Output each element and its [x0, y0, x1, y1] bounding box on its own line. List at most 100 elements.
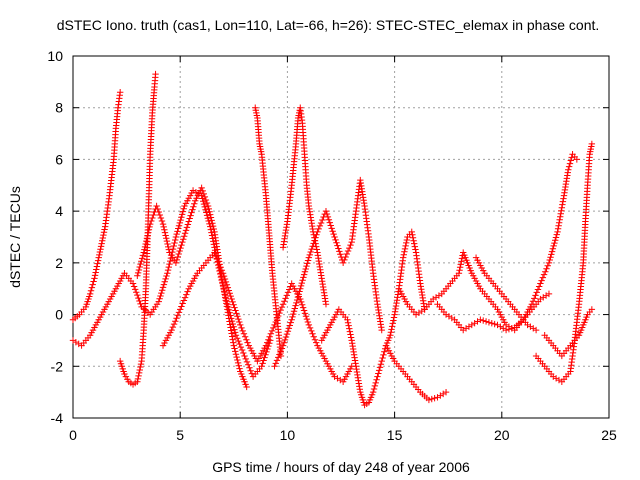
data-point: [177, 244, 184, 252]
data-point: [374, 373, 381, 380]
data-point: [262, 351, 269, 358]
data-point: [545, 259, 553, 267]
data-point: [552, 234, 560, 241]
data-point: [554, 228, 561, 236]
data-point: [458, 258, 465, 265]
x-tick-label: 25: [601, 427, 617, 443]
data-point: [89, 281, 96, 288]
data-point: [236, 318, 243, 326]
data-point: [169, 323, 177, 331]
data-point: [131, 286, 139, 293]
data-point: [306, 251, 313, 259]
data-point: [230, 323, 237, 330]
data-point: [225, 312, 232, 319]
data-point: [284, 328, 292, 335]
data-point: [134, 269, 142, 277]
data-point: [411, 243, 419, 250]
data-point: [300, 274, 307, 281]
data-point: [233, 310, 240, 317]
data-point: [234, 359, 242, 367]
data-point: [334, 242, 341, 249]
data-point: [403, 239, 410, 247]
data-point: [465, 323, 473, 330]
data-point: [307, 248, 314, 256]
data-point: [223, 281, 231, 288]
data-point: [199, 198, 207, 205]
data-point: [160, 223, 167, 231]
data-point: [86, 290, 94, 298]
data-point: [241, 352, 248, 360]
data-point: [434, 394, 441, 401]
data-point: [158, 287, 166, 294]
data-points: [69, 70, 596, 409]
data-point: [191, 200, 198, 207]
data-point: [146, 220, 154, 228]
data-point: [310, 240, 317, 247]
data-point: [566, 160, 574, 167]
data-point: [372, 379, 379, 387]
data-point: [264, 345, 271, 353]
data-point: [293, 296, 301, 304]
data-point: [458, 255, 466, 262]
data-point: [208, 229, 215, 236]
data-point: [141, 243, 149, 251]
data-point: [93, 266, 100, 273]
data-point: [549, 245, 557, 252]
data-point: [550, 242, 557, 250]
data-point: [290, 310, 297, 318]
data-point: [234, 313, 241, 320]
data-point: [188, 209, 195, 216]
data-point: [206, 220, 213, 228]
data-point: [155, 298, 162, 305]
data-point: [543, 265, 550, 272]
data-point: [163, 235, 170, 242]
data-point: [220, 272, 228, 280]
data-point: [448, 314, 455, 322]
data-point: [303, 315, 311, 323]
data-point: [159, 220, 167, 228]
data-point: [99, 237, 106, 244]
data-point: [88, 284, 96, 291]
data-point: [232, 351, 240, 358]
data-point: [401, 248, 408, 255]
data-point: [149, 214, 156, 222]
data-point: [227, 324, 234, 331]
data-point: [198, 184, 205, 192]
data-point: [540, 271, 548, 278]
data-point: [258, 363, 265, 370]
data-point: [334, 375, 341, 382]
data-point: [246, 364, 253, 371]
data-point: [174, 228, 181, 235]
data-point: [305, 321, 313, 329]
data-point: [400, 251, 407, 258]
data-point: [263, 348, 270, 356]
data-point: [339, 259, 347, 267]
data-point: [323, 210, 331, 218]
data-point: [233, 353, 240, 361]
data-point: [559, 198, 567, 205]
data-point: [557, 213, 564, 220]
data-point: [455, 270, 463, 277]
data-point: [100, 229, 108, 236]
data-point: [226, 321, 234, 328]
data-point: [401, 245, 409, 253]
data-point: [548, 248, 556, 255]
data-point: [305, 254, 313, 261]
data-point: [309, 242, 316, 250]
data-point: [234, 356, 241, 364]
data-point: [345, 322, 352, 329]
data-point: [134, 375, 142, 383]
series-3: [134, 184, 250, 391]
data-point: [221, 291, 228, 298]
data-point: [295, 291, 302, 298]
data-point: [317, 219, 325, 227]
data-point: [187, 212, 194, 219]
data-point: [275, 354, 282, 361]
data-point: [205, 205, 212, 213]
data-point: [301, 268, 309, 275]
data-point: [324, 213, 332, 221]
data-point: [468, 321, 475, 329]
data-point: [153, 202, 160, 210]
data-point: [243, 383, 250, 391]
data-point: [219, 282, 227, 289]
